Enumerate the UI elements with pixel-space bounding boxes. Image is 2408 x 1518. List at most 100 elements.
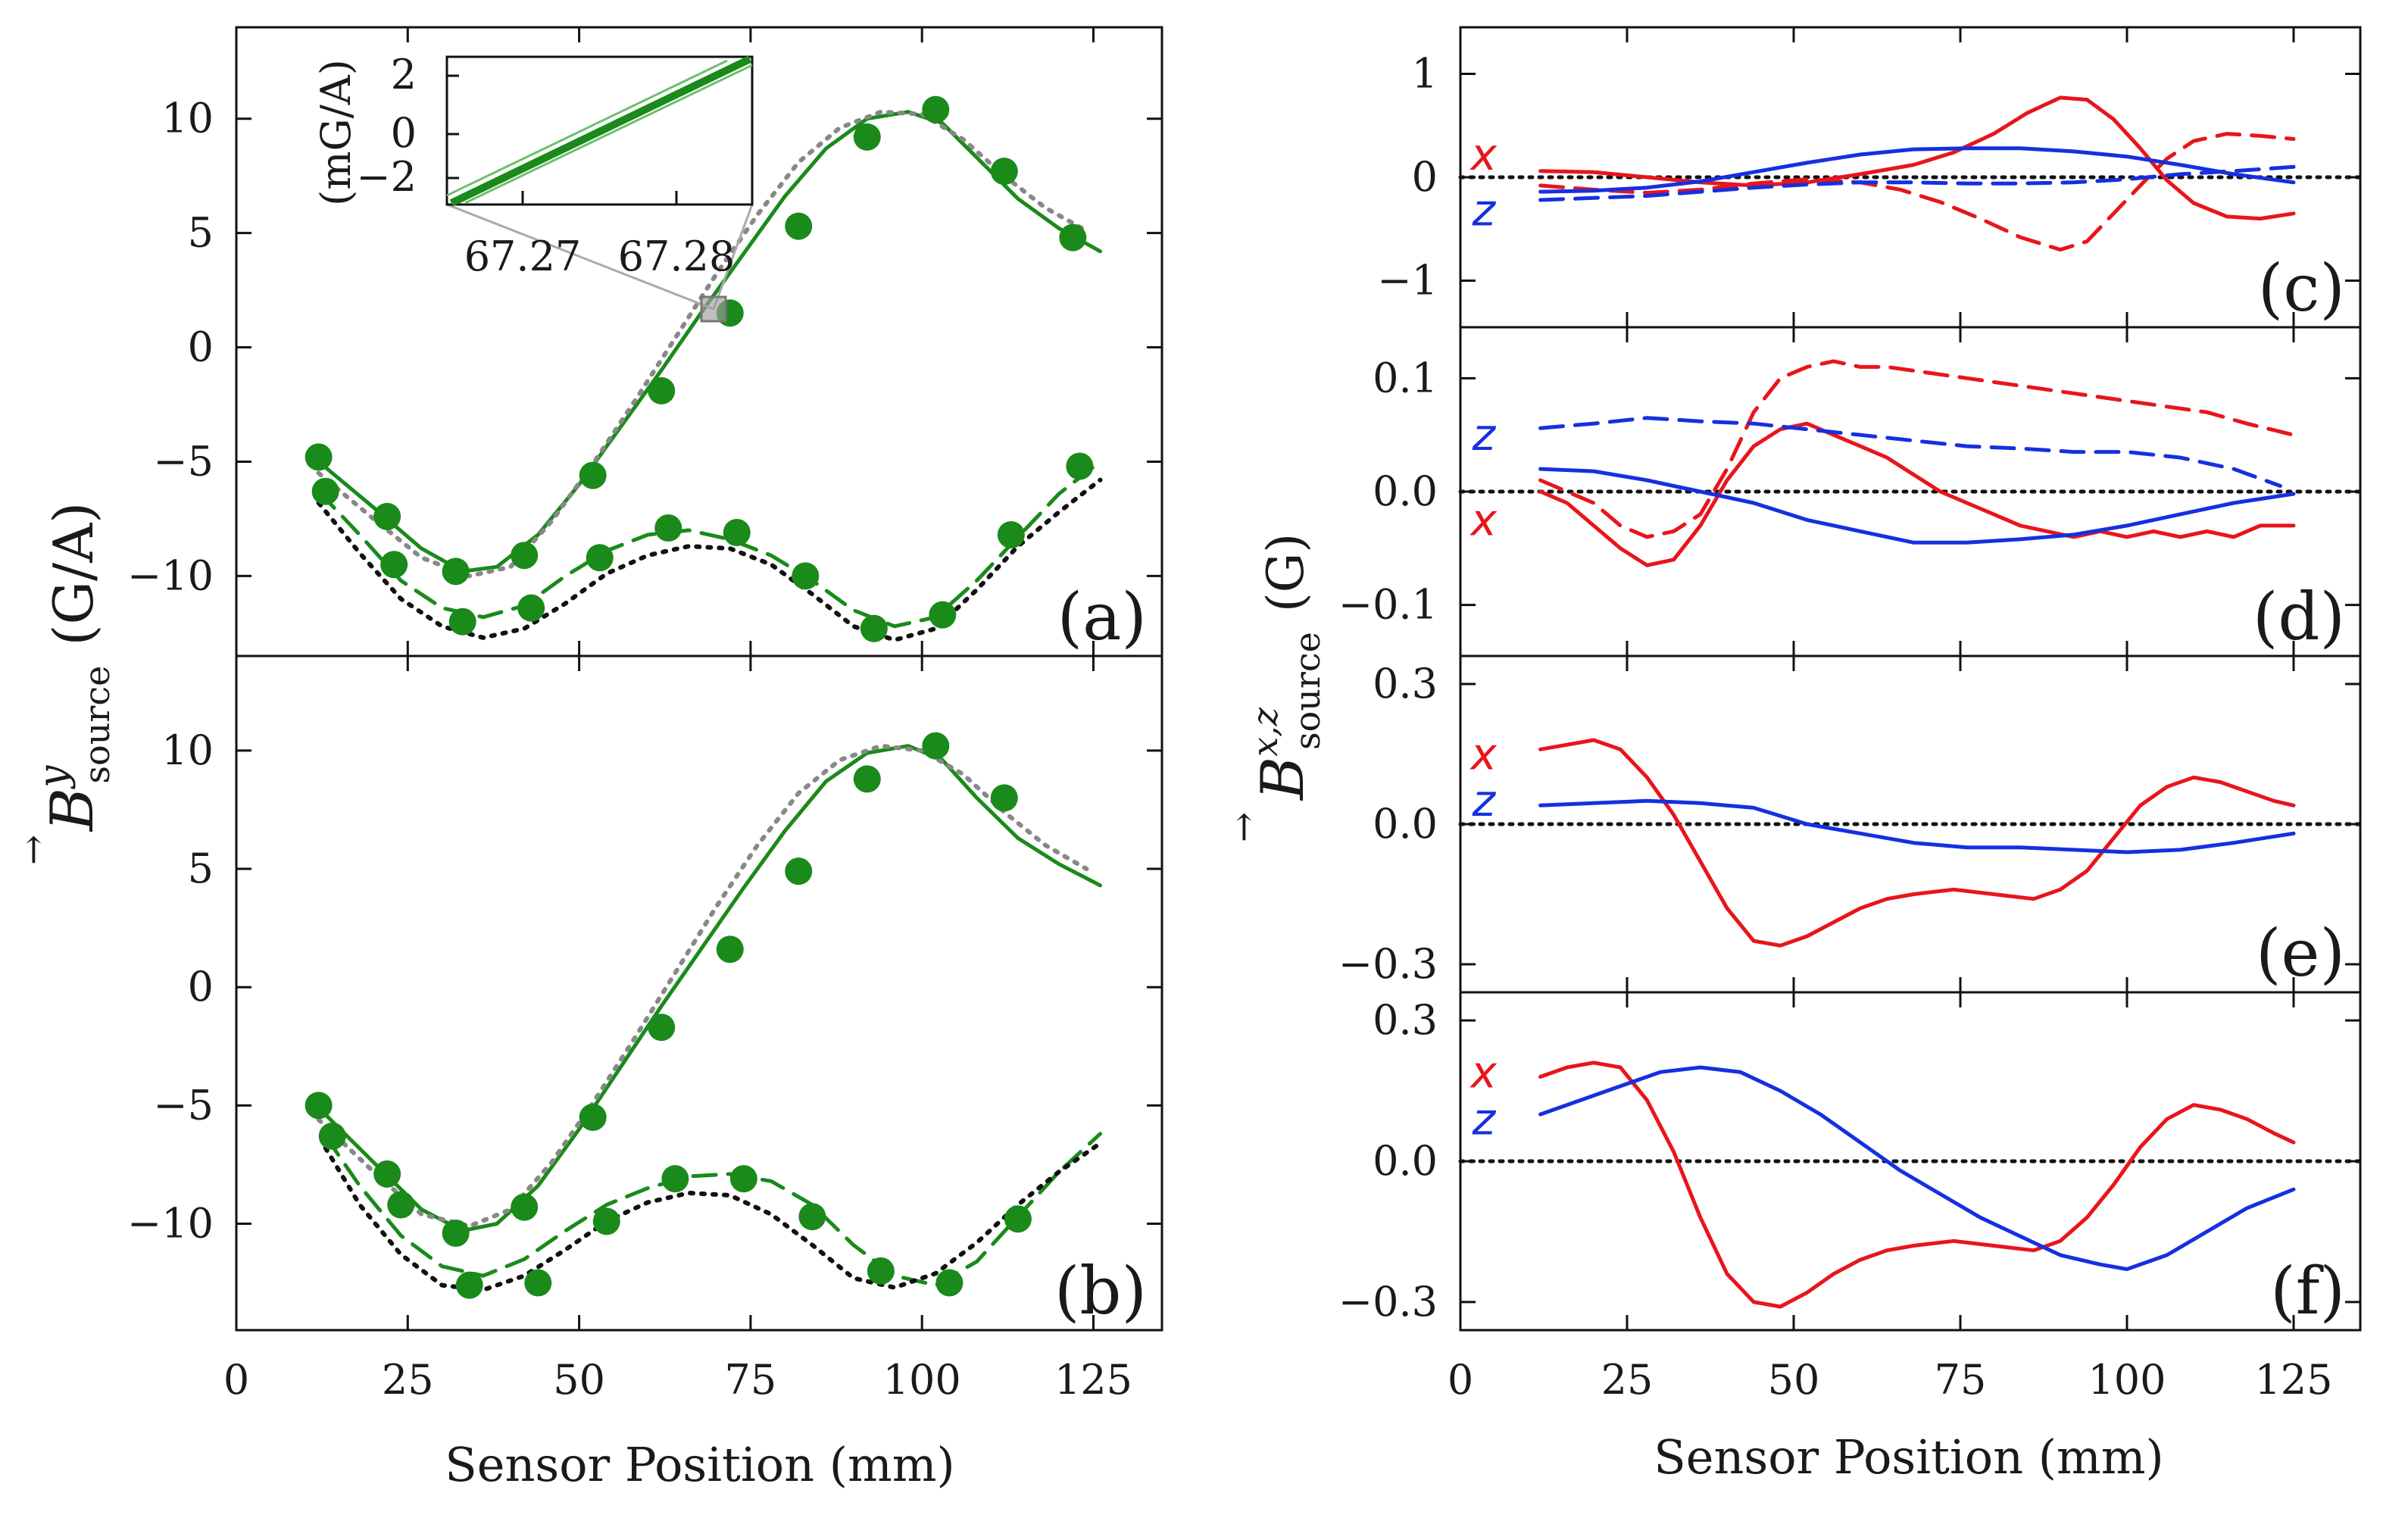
panel-d-ytick-label: 0.0 — [1373, 467, 1438, 515]
left-ylabel-main: B — [39, 788, 107, 832]
panel-a-marker — [997, 521, 1025, 549]
panel-c-series-line — [1538, 146, 2296, 194]
panel-e: 0.3 0.0 −0.3 xz (e) — [1338, 654, 2363, 994]
panel-b-marker — [524, 1269, 552, 1297]
panel-b-ytick-label: 10 — [161, 726, 214, 774]
inset-line-lower — [446, 59, 728, 197]
svg-text:Bx,zsource(G): Bx,zsource (G) — [1245, 533, 1328, 801]
left-ylabel-sup: y — [31, 765, 77, 789]
inset-xtick-label-1: 67.27 — [464, 233, 582, 280]
inset-ytick-label-2: 0 — [391, 109, 417, 157]
panel-f-xtick-label: 125 — [2254, 1356, 2332, 1404]
panel-a-ytick-label: −10 — [127, 551, 214, 599]
panel-c-frame — [1459, 26, 2362, 329]
panel-b-xtick-label: 50 — [553, 1356, 605, 1404]
panel-b-marker — [1004, 1205, 1032, 1233]
panel-a-marker — [311, 477, 339, 505]
panel-b-series-line — [316, 743, 1089, 1229]
left-y-axis-label: Bysource (G/A) → — [12, 502, 117, 865]
panel-f-ytick-label: −0.3 — [1338, 1278, 1438, 1326]
panel-a-marker — [860, 614, 888, 642]
panel-a-marker — [723, 519, 751, 547]
panel-a-marker — [792, 562, 820, 590]
panel-f-ytick-label: 0.3 — [1373, 996, 1438, 1044]
panel-f-series-label: z — [1472, 1093, 1497, 1145]
panel-b-xtick-label: 75 — [725, 1356, 777, 1404]
panel-b-marker — [511, 1193, 539, 1221]
panel-b-xtick-label: 0 — [223, 1356, 249, 1404]
panel-a-marker — [511, 542, 539, 570]
panel-e-series-label: z — [1472, 775, 1497, 826]
panel-a-series-line — [316, 477, 1103, 642]
panel-a-marker — [579, 461, 607, 489]
panel-f: 0.3 0.0 −0.30 25 50 75 100 125 xz (f) — [1338, 991, 2363, 1404]
panel-a-marker — [305, 443, 333, 471]
panel-f-series-line — [1538, 1065, 2296, 1271]
panel-c-series-line — [1538, 132, 2296, 252]
panel-a-ytick-label: 0 — [188, 323, 214, 371]
panel-a-marker — [990, 158, 1018, 186]
panel-d-series-line — [1538, 467, 2296, 545]
panel-a-marker — [380, 551, 408, 579]
panel-b-xtick-label: 100 — [883, 1356, 961, 1404]
panel-d-series-label: x — [1469, 494, 1498, 545]
panel-e-ytick-label: 0.3 — [1373, 660, 1438, 707]
panel-e-ytick-label: 0.0 — [1373, 800, 1438, 848]
panel-b-marker — [935, 1269, 964, 1297]
panel-b-marker — [592, 1207, 620, 1235]
panel-b-marker — [648, 1014, 676, 1042]
panel-a-ytick-label: 5 — [188, 209, 214, 257]
panel-b-series-line — [323, 1141, 1103, 1292]
panel-b-marker — [729, 1165, 757, 1193]
panel-b-marker — [785, 857, 813, 886]
panel-d-series-line — [1538, 359, 2296, 539]
panel-f-xtick-label: 0 — [1448, 1356, 1473, 1404]
panel-b-marker — [305, 1092, 333, 1120]
panel-a-marker — [442, 558, 470, 586]
panel-b-marker — [387, 1191, 415, 1219]
inset-connector-1 — [446, 203, 714, 311]
panel-b-marker — [661, 1165, 689, 1193]
right-y-axis-label: Bx,zsource (G) → — [1223, 533, 1328, 842]
panel-b-marker — [922, 732, 950, 760]
panel-f-xtick-label: 25 — [1601, 1356, 1654, 1404]
panel-a-marker — [648, 376, 676, 404]
panel-c-label: (c) — [2258, 251, 2345, 326]
right-ylabel-sup: x,z — [1245, 707, 1285, 757]
panel-b-marker — [990, 784, 1018, 812]
panel-f-series-label: x — [1469, 1046, 1498, 1098]
left-x-axis-label: Sensor Position (mm) — [445, 1437, 954, 1492]
panel-d-series-line — [1538, 421, 2296, 567]
panel-a-marker — [929, 601, 957, 629]
panel-a-marker — [586, 544, 614, 572]
inset-ytick-label-1: 2 — [391, 51, 417, 98]
panel-e-ytick-label: −0.3 — [1338, 940, 1438, 988]
panel-a-marker — [448, 608, 476, 636]
panel-b-ytick-label: −10 — [127, 1199, 214, 1247]
panel-a-marker — [1066, 452, 1094, 480]
right-ylabel-main: B — [1249, 757, 1317, 801]
right-ylabel-sub: source — [1287, 632, 1328, 750]
panel-b-marker — [716, 935, 744, 964]
panel-a-marker — [853, 123, 881, 151]
right-ylabel-unit: (G) — [1257, 533, 1315, 612]
panel-b-ytick-label: 5 — [188, 845, 214, 892]
panel-b-marker — [318, 1122, 346, 1150]
panel-b-series-line — [317, 744, 1102, 1233]
panel-d-frame — [1459, 326, 2362, 657]
panel-e-series-label: x — [1469, 729, 1498, 780]
panel-c-series-line — [1538, 95, 2296, 221]
right-ylabel-arrow: → — [1223, 812, 1265, 842]
panel-a-ytick-label: 10 — [161, 95, 214, 142]
panel-f-label: (f) — [2270, 1254, 2345, 1329]
panel-d: 0.1 0.0 −0.1 zx (d) — [1338, 326, 2363, 657]
panel-d-ytick-label: 0.1 — [1373, 354, 1438, 401]
inset-connector-2 — [712, 204, 754, 310]
panel-b-marker — [853, 765, 881, 793]
panel-f-xtick-label: 75 — [1935, 1356, 1987, 1404]
inset-xtick-label-2: 67.28 — [618, 233, 736, 280]
panel-b-ytick-label: −5 — [153, 1081, 214, 1129]
left-ylabel-unit: (G/A) — [42, 502, 105, 646]
panel-b-marker — [867, 1257, 895, 1285]
